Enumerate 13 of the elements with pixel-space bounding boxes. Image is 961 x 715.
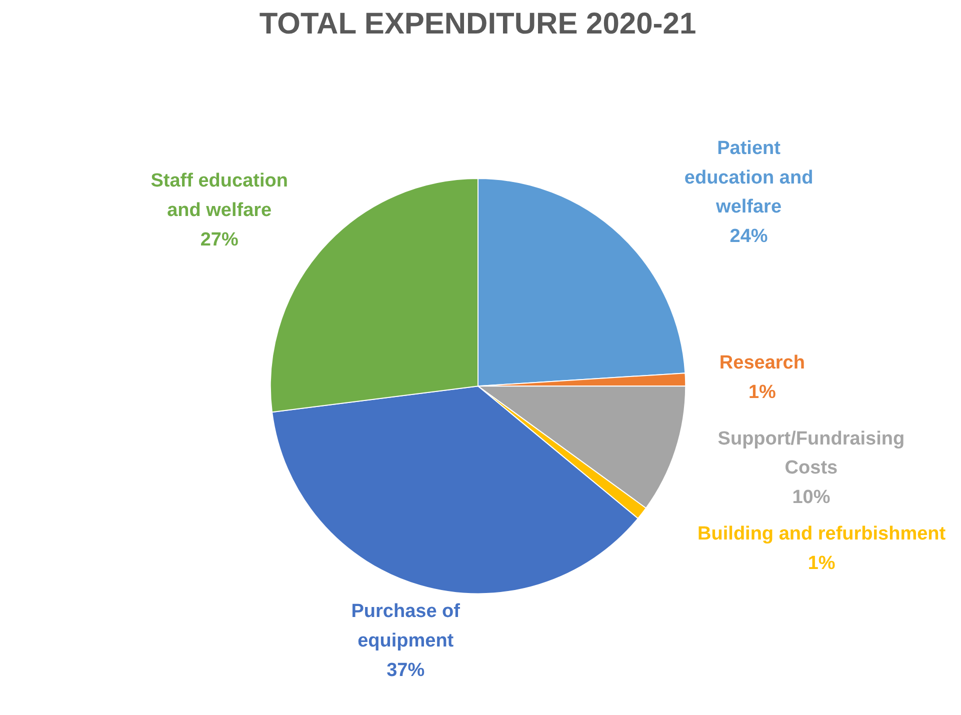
data-label: 37%	[386, 660, 425, 682]
slice-label: Purchase of equipment	[351, 601, 461, 652]
slice-label: Research	[719, 352, 805, 374]
slice-label: Support/Fundraising Costs	[718, 428, 905, 479]
chart-title: TOTAL EXPENDITURE 2020-21	[259, 8, 696, 40]
data-label: 1%	[808, 553, 836, 574]
slice-label: Staff education and welfare	[150, 170, 288, 222]
data-label: 1%	[748, 382, 776, 403]
slice-label: Building and refurbishment	[698, 524, 946, 545]
data-label: 27%	[200, 229, 238, 250]
slice-label: Patient education and welfare	[684, 138, 814, 218]
data-label: 24%	[730, 226, 768, 248]
data-label: 10%	[792, 487, 830, 508]
